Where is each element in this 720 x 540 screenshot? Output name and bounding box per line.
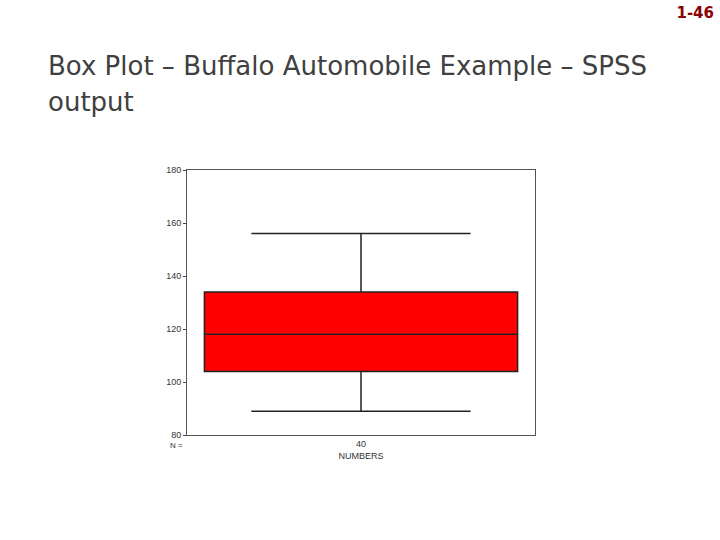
svg-text:180: 180: [166, 165, 181, 175]
svg-text:N =: N =: [170, 441, 183, 450]
svg-text:NUMBERS: NUMBERS: [338, 451, 383, 461]
svg-text:160: 160: [166, 218, 181, 228]
svg-text:100: 100: [166, 377, 181, 387]
html-text:1-46: 1-46: [676, 4, 714, 22]
svg-text:40: 40: [356, 439, 366, 449]
svg-text:80: 80: [171, 430, 181, 440]
svg-text:120: 120: [166, 324, 181, 334]
svg-text:140: 140: [166, 271, 181, 281]
html-text:Box Plot – Buffalo Automobile: Box Plot – Buffalo Automobile Example – …: [48, 51, 647, 117]
